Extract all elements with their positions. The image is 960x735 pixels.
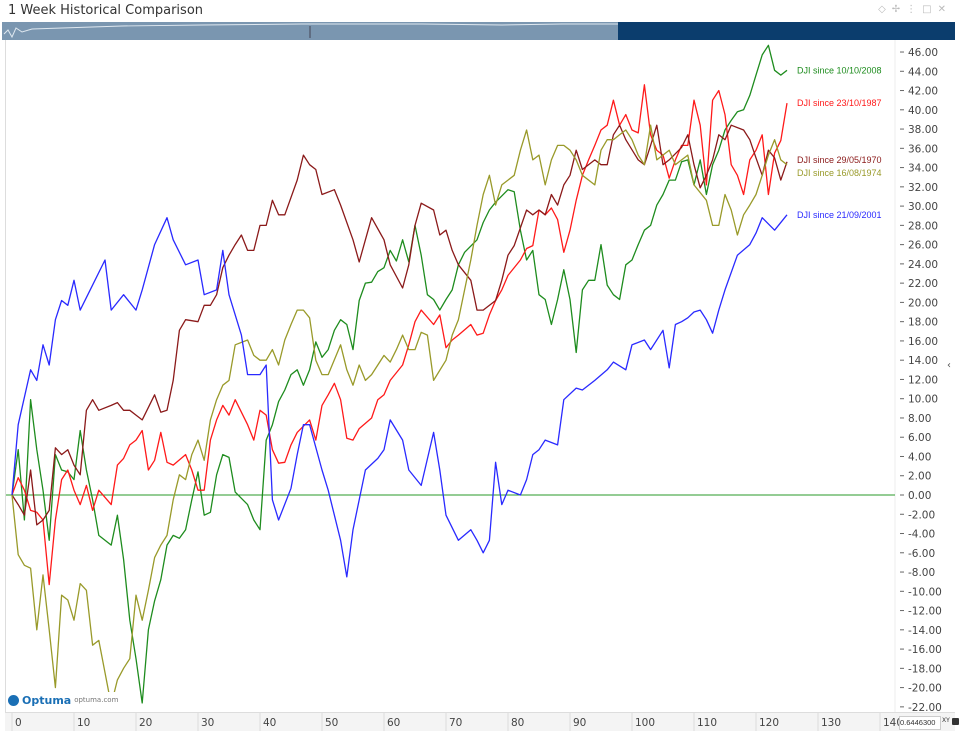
- optuma-logo: Optuma optuma.com: [8, 692, 123, 708]
- optuma-logo-icon: [8, 694, 19, 706]
- window-title: 1 Week Historical Comparison: [8, 3, 204, 18]
- cursor-readout: 0.6446300: [899, 716, 941, 730]
- y-tick-label: -22.00: [908, 702, 942, 714]
- xy-mode-button[interactable]: XY: [942, 717, 950, 724]
- lock-icon[interactable]: [952, 718, 959, 725]
- navigator-sparkline: [3, 23, 618, 39]
- brand-url: optuma.com: [74, 696, 119, 704]
- series-label: DJI since 16/08/1974: [797, 168, 882, 178]
- maximize-icon[interactable]: □: [922, 4, 938, 15]
- y-tick-label: -12.00: [908, 606, 942, 618]
- y-tick-label: 46.00: [908, 47, 938, 59]
- x-tick-label: 90: [573, 717, 586, 729]
- y-tick-label: 16.00: [908, 336, 938, 348]
- y-tick-label: 12.00: [908, 374, 938, 386]
- series-line-0: [11, 44, 788, 704]
- y-tick-label: 36.00: [908, 143, 938, 155]
- y-tick-label: 24.00: [908, 259, 938, 271]
- x-tick-label: 70: [449, 717, 462, 729]
- y-tick-label: 18.00: [908, 317, 938, 329]
- chart-frame: [5, 40, 956, 713]
- x-tick-label: 120: [759, 717, 779, 729]
- series-label: DJI since 21/09/2001: [797, 210, 882, 220]
- y-tick-label: -18.00: [908, 663, 942, 675]
- y-tick-label: 4.00: [908, 451, 931, 463]
- y-tick-label: -8.00: [908, 567, 935, 579]
- series-label: DJI since 10/10/2008: [797, 65, 882, 75]
- x-tick-label: 50: [325, 717, 338, 729]
- x-tick-label: 30: [201, 717, 214, 729]
- y-tick-label: 2.00: [908, 471, 931, 483]
- diamond-icon[interactable]: ◇: [878, 4, 892, 15]
- x-tick-label: 130: [821, 717, 841, 729]
- y-tick-label: 38.00: [908, 124, 938, 136]
- y-tick-label: -2.00: [908, 509, 935, 521]
- x-tick-label: 10: [77, 717, 90, 729]
- window-controls[interactable]: ◇✢⋮□✕: [878, 4, 952, 15]
- x-tick-label: 40: [263, 717, 276, 729]
- series-line-2: [11, 124, 788, 526]
- y-tick-label: 30.00: [908, 201, 938, 213]
- y-tick-label: 8.00: [908, 413, 931, 425]
- navigator-selection[interactable]: [618, 22, 955, 40]
- y-tick-label: -16.00: [908, 644, 942, 656]
- y-tick-label: -6.00: [908, 548, 935, 560]
- y-tick-label: 42.00: [908, 86, 938, 98]
- y-tick-label: 40.00: [908, 105, 938, 117]
- y-tick-label: 34.00: [908, 163, 938, 175]
- x-tick-label: 20: [139, 717, 152, 729]
- y-tick-label: 44.00: [908, 66, 938, 78]
- y-tick-label: -20.00: [908, 683, 942, 695]
- series-label: DJI since 29/05/1970: [797, 155, 882, 165]
- series-label: DJI since 23/10/1987: [797, 98, 882, 108]
- x-tick-label: 100: [635, 717, 655, 729]
- pin-icon[interactable]: ✢: [891, 4, 907, 15]
- y-tick-label: 0.00: [908, 490, 931, 502]
- y-tick-label: -4.00: [908, 529, 935, 541]
- more-icon[interactable]: ⋮: [906, 4, 923, 15]
- x-axis[interactable]: 0 10 20 30 40 50 60 70 80 90 100 110 120 130 140: [5, 712, 955, 731]
- y-tick-label: -14.00: [908, 625, 942, 637]
- y-tick-label: 32.00: [908, 182, 938, 194]
- x-tick-label: 0: [15, 717, 22, 729]
- x-tick-label: 140: [883, 717, 903, 729]
- series-line-3: [11, 124, 788, 706]
- y-tick-label: 26.00: [908, 240, 938, 252]
- x-tick-label: 80: [511, 717, 524, 729]
- y-tick-label: 6.00: [908, 432, 931, 444]
- x-tick-label: 60: [387, 717, 400, 729]
- y-tick-label: 22.00: [908, 278, 938, 290]
- x-tick-label: 110: [697, 717, 717, 729]
- y-tick-label: -10.00: [908, 586, 942, 598]
- x-axis-ticks: 0 10 20 30 40 50 60 70 80 90 100 110 120 130 140: [11, 713, 903, 731]
- y-tick-label: 20.00: [908, 297, 938, 309]
- y-tick-label: 10.00: [908, 394, 938, 406]
- close-icon[interactable]: ✕: [937, 4, 952, 15]
- series-line-4: [11, 214, 788, 578]
- series-line-1: [11, 84, 788, 586]
- y-tick-label: 28.00: [908, 220, 938, 232]
- y-tick-label: 14.00: [908, 355, 938, 367]
- collapse-arrow-icon[interactable]: ‹: [947, 360, 951, 371]
- brand-name: Optuma: [22, 693, 72, 707]
